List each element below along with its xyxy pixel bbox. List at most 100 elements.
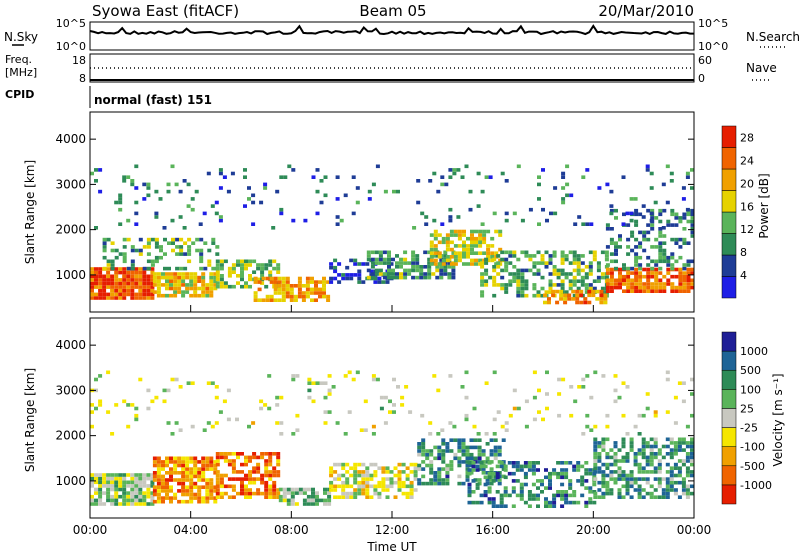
heatmap-cell [223,473,228,478]
heatmap-cell [625,455,630,460]
heatmap-cell [497,449,502,453]
heatmap-cell [520,279,525,283]
heatmap-cell [580,482,585,487]
heatmap-cell [453,251,458,255]
heatmap-cell [556,275,561,280]
heatmap-cell [592,479,597,483]
heatmap-cell [634,212,639,217]
heatmap-cell [146,473,151,477]
heatmap-cell [685,459,690,463]
heatmap-cell [500,275,505,280]
heatmap-cell [185,460,190,464]
heatmap-cell [345,491,350,496]
heatmap-cell [227,484,232,489]
heatmap-cell [642,230,647,235]
heatmap-cell [563,297,568,301]
heatmap-cell [397,470,402,474]
heatmap-cell [337,273,342,277]
heatmap-cell [504,428,509,432]
heatmap-cell [165,481,169,486]
heatmap-cell [150,270,155,275]
heatmap-cell [126,278,131,282]
heatmap-cell [382,250,387,255]
heatmap-cell [165,489,169,493]
heatmap-cell [214,200,219,205]
heatmap-cell [345,495,350,499]
heatmap-cell [345,265,350,270]
heatmap-cell [433,474,438,479]
heatmap-cell [366,257,371,262]
heatmap-cell [519,493,524,498]
heatmap-cell [662,208,667,213]
heatmap-cell [150,296,155,300]
heatmap-cell [329,470,334,474]
heatmap-cell [479,493,484,498]
heatmap-cell [397,462,402,467]
heatmap-cell [482,233,487,237]
heatmap-cell [130,403,135,407]
colorbar-swatch [721,233,737,256]
heatmap-cell [110,266,115,271]
heatmap-cell [94,406,98,411]
heatmap-cell [515,479,520,483]
heatmap-cell [170,164,175,169]
heatmap-cell [146,182,151,187]
heatmap-cell [169,499,173,504]
heatmap-cell [219,277,224,282]
heatmap-cell [114,248,119,253]
heatmap-cell [613,462,618,467]
heatmap-cell [548,482,552,487]
heatmap-cell [215,263,220,267]
heatmap-cell [634,223,639,227]
heatmap-cell [219,281,224,285]
heatmap-cell [329,466,334,470]
heatmap-cell [609,289,614,293]
heatmap-cell [531,493,536,498]
heatmap-cell [377,280,382,284]
heatmap-cell [264,284,269,289]
heatmap-cell [365,473,370,478]
heatmap-cell [165,478,169,482]
heatmap-cell [256,470,261,474]
colorbar-swatch [721,389,737,409]
heatmap-cell [150,473,155,477]
heatmap-cell [552,493,557,498]
heatmap-cell [215,484,220,489]
heatmap-cell [584,290,589,294]
heatmap-cell [387,254,391,258]
heatmap-cell [637,484,642,489]
heatmap-cell [443,268,448,273]
heatmap-cell [211,241,216,245]
heatmap-cell [357,473,362,478]
heatmap-cell [421,474,426,479]
heatmap-cell [415,254,420,258]
heatmap-cell [106,480,111,485]
heatmap-cell [187,259,192,264]
heatmap-cell [361,491,366,496]
heatmap-cell [357,480,362,485]
heatmap-cell [433,262,438,266]
heatmap-cell [102,288,107,293]
cpid-mode: normal (fast) 151 [94,93,212,107]
heatmap-cell [206,421,211,425]
heatmap-cell [568,250,573,255]
heatmap-cell [666,259,671,264]
heatmap-cell [165,460,169,464]
heatmap-cell [437,456,442,461]
heatmap-cell [173,283,178,287]
heatmap-cell [576,272,581,276]
heatmap-cell [681,480,686,485]
heatmap-cell [536,493,540,498]
heatmap-cell [397,488,402,492]
heatmap-cell [634,263,639,267]
heatmap-cell [421,481,426,486]
heatmap-cell [134,484,139,488]
heatmap-cell [441,478,446,482]
heatmap-cell [126,288,131,293]
heatmap-cell [478,251,483,255]
heatmap-cell [427,275,432,280]
heatmap-cell [544,504,548,508]
heatmap-cell [654,289,659,293]
heatmap-cell [378,250,383,255]
heatmap-cell [432,374,437,378]
